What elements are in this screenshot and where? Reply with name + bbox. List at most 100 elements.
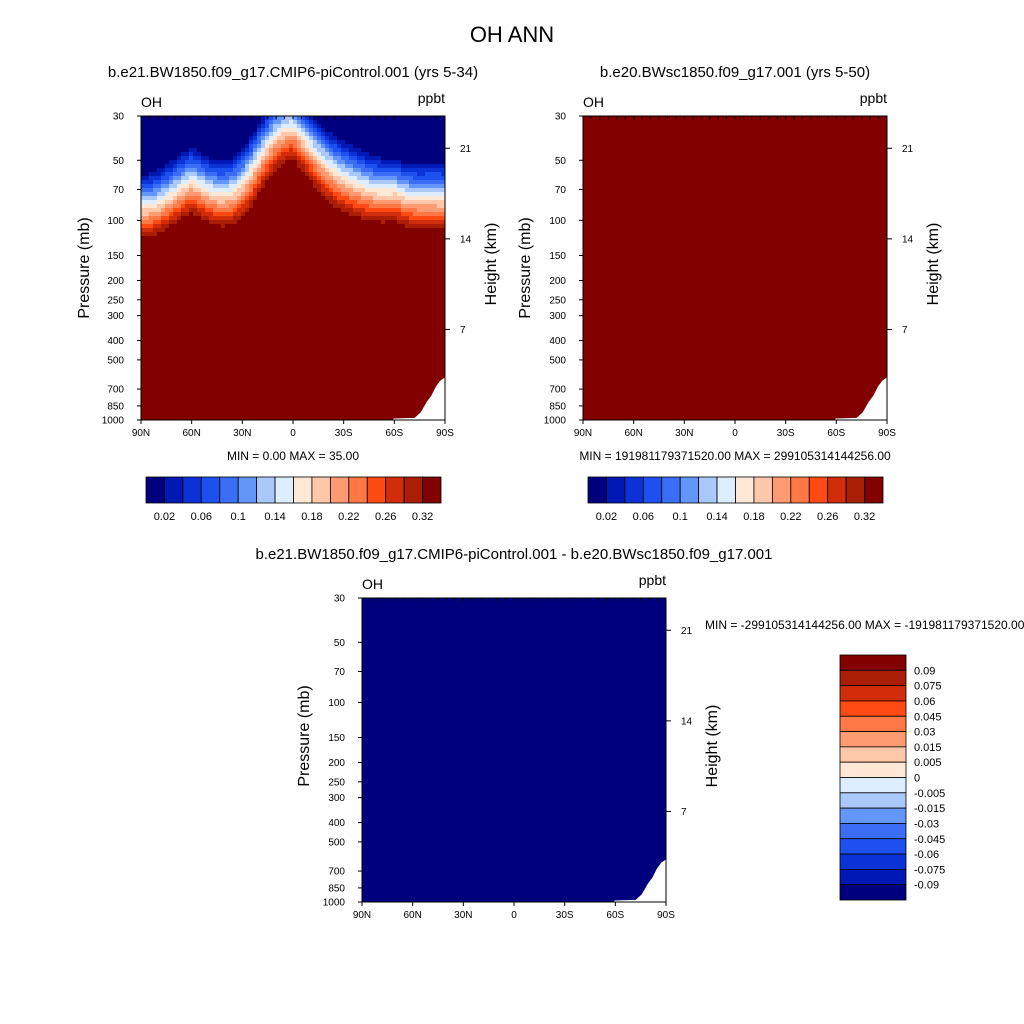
contour-cell (205, 204, 210, 209)
contour-cell (213, 164, 218, 169)
contour-cell (321, 224, 326, 229)
contour-cell (237, 232, 242, 237)
contour-cell (409, 248, 414, 253)
contour-cell (401, 324, 406, 329)
contour-cell (169, 212, 174, 217)
contour-cell (409, 124, 414, 129)
contour-cell (237, 332, 242, 337)
contour-cell (253, 268, 258, 273)
contour-cell (409, 136, 414, 141)
contour-cell (173, 164, 178, 169)
contour-cell (405, 352, 410, 357)
contour-cell (269, 176, 274, 181)
contour-cell (237, 376, 242, 381)
contour-cell (357, 336, 362, 341)
contour-cell (365, 224, 370, 229)
contour-cell (401, 308, 406, 313)
contour-cell (349, 200, 354, 205)
contour-cell (301, 352, 306, 357)
contour-cell (325, 232, 330, 237)
contour-cell (233, 352, 238, 357)
contour-cell (321, 144, 326, 149)
contour-cell (385, 368, 390, 373)
contour-cell (377, 260, 382, 265)
contour-cell (141, 224, 146, 229)
contour-cell (253, 336, 258, 341)
contour-cell (421, 240, 426, 245)
contour-cell (253, 136, 258, 141)
contour-cell (253, 348, 258, 353)
contour-cell (321, 296, 326, 301)
contour-cell (149, 272, 154, 277)
contour-cell (253, 328, 258, 333)
contour-cell (277, 188, 282, 193)
contour-cell (161, 340, 166, 345)
contour-cell (397, 236, 402, 241)
contour-cell (353, 192, 358, 197)
contour-cell (241, 252, 246, 257)
contour-cell (421, 228, 426, 233)
contour-cell (185, 268, 190, 273)
contour-cell (197, 364, 202, 369)
contour-cell (249, 240, 254, 245)
contour-cell (417, 332, 422, 337)
contour-cell (193, 320, 198, 325)
contour-cell (433, 292, 438, 297)
contour-cell (373, 184, 378, 189)
contour-cell (157, 116, 162, 121)
contour-cell (285, 252, 290, 257)
contour-cell (189, 208, 194, 213)
contour-cell (345, 136, 350, 141)
contour-cell (273, 164, 278, 169)
contour-cell (329, 160, 334, 165)
contour-cell (237, 360, 242, 365)
contour-cell (245, 284, 250, 289)
contour-cell (177, 352, 182, 357)
contour-cell (241, 212, 246, 217)
contour-cell (233, 124, 238, 129)
contour-cell (357, 192, 362, 197)
contour-cell (181, 324, 186, 329)
contour-cell (233, 236, 238, 241)
contour-cell (229, 116, 234, 121)
contour-cell (173, 324, 178, 329)
contour-cell (437, 164, 442, 169)
contour-cell (285, 128, 290, 133)
contour-cell (269, 284, 274, 289)
contour-cell (325, 332, 330, 337)
contour-cell (253, 288, 258, 293)
contour-cell (405, 252, 410, 257)
contour-cell (373, 216, 378, 221)
contour-cell (369, 224, 374, 229)
contour-cell (177, 284, 182, 289)
contour-cell (289, 132, 294, 137)
contour-cell (417, 164, 422, 169)
contour-cell (393, 352, 398, 357)
contour-cell (197, 292, 202, 297)
contour-cell (321, 124, 326, 129)
contour-cell (233, 144, 238, 149)
contour-cell (249, 232, 254, 237)
contour-cell (357, 172, 362, 177)
contour-cell (333, 212, 338, 217)
contour-cell (177, 360, 182, 365)
contour-cell (433, 312, 438, 317)
contour-cell (249, 244, 254, 249)
contour-cell (165, 236, 170, 241)
contour-cell (289, 240, 294, 245)
contour-cell (325, 296, 330, 301)
contour-cell (165, 336, 170, 341)
contour-cell (221, 148, 226, 153)
contour-cell (365, 164, 370, 169)
contour-cell (325, 180, 330, 185)
contour-cell (325, 268, 330, 273)
contour-cell (317, 288, 322, 293)
contour-cell (241, 368, 246, 373)
contour-cell (361, 276, 366, 281)
contour-cell (269, 244, 274, 249)
contour-cell (409, 332, 414, 337)
contour-cell (309, 188, 314, 193)
contour-cell (237, 192, 242, 197)
contour-cell (365, 140, 370, 145)
contour-cell (437, 336, 442, 341)
